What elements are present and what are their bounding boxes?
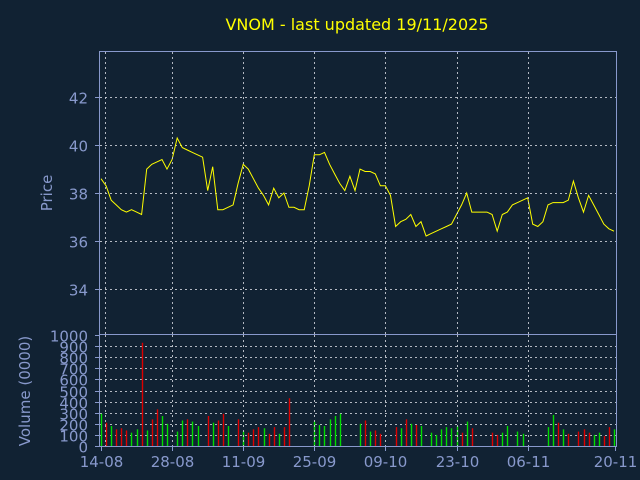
x-tick-label: 28-08: [151, 453, 195, 471]
x-axis: 14-08 28-08 11-09 25-09 09-10 23-10 06-11 20-11: [80, 52, 638, 471]
price-tick-label: 40: [69, 138, 88, 156]
volume-axis-label: Volume (0000): [16, 336, 34, 446]
price-tick-label: 42: [69, 90, 88, 108]
price-tick-label: 38: [69, 186, 88, 204]
x-tick-label: 14-08: [80, 453, 124, 471]
x-tick-label: 09-10: [364, 453, 408, 471]
price-axis-label: Price: [38, 175, 56, 212]
volume-tick-label: 600: [59, 372, 88, 390]
price-tick-label: 34: [69, 282, 88, 300]
x-tick-label: 20-11: [594, 453, 638, 471]
chart-title: VNOM - last updated 19/11/2025: [225, 15, 488, 34]
x-tick-label: 06-11: [507, 453, 551, 471]
price-tick-label: 36: [69, 234, 88, 252]
x-tick-label: 11-09: [222, 453, 266, 471]
volume-tick-label: 900: [59, 339, 88, 357]
price-line: [100, 136, 615, 237]
volume-tick-label: 800: [59, 350, 88, 368]
volume-tick-label: 200: [59, 417, 88, 435]
volume-tick-label: 400: [59, 395, 88, 413]
volume-tick-label: 500: [59, 384, 88, 402]
volume-tick-label: 0: [78, 439, 88, 457]
volume-panel-frame: [99, 334, 617, 447]
volume-tick-label: 700: [59, 361, 88, 379]
volume-tick-label: 1000: [50, 328, 88, 346]
price-panel-frame: [99, 51, 617, 335]
volume-tick-label: 100: [59, 428, 88, 446]
price-gridlines: [100, 97, 616, 290]
x-tick-label: 25-09: [293, 453, 337, 471]
volume-bars: [100, 342, 616, 446]
x-tick-label: 23-10: [436, 453, 480, 471]
volume-tick-label: 300: [59, 406, 88, 424]
price-y-axis: 34 36 38 40 42: [69, 90, 100, 300]
volume-gridlines: [100, 346, 616, 436]
